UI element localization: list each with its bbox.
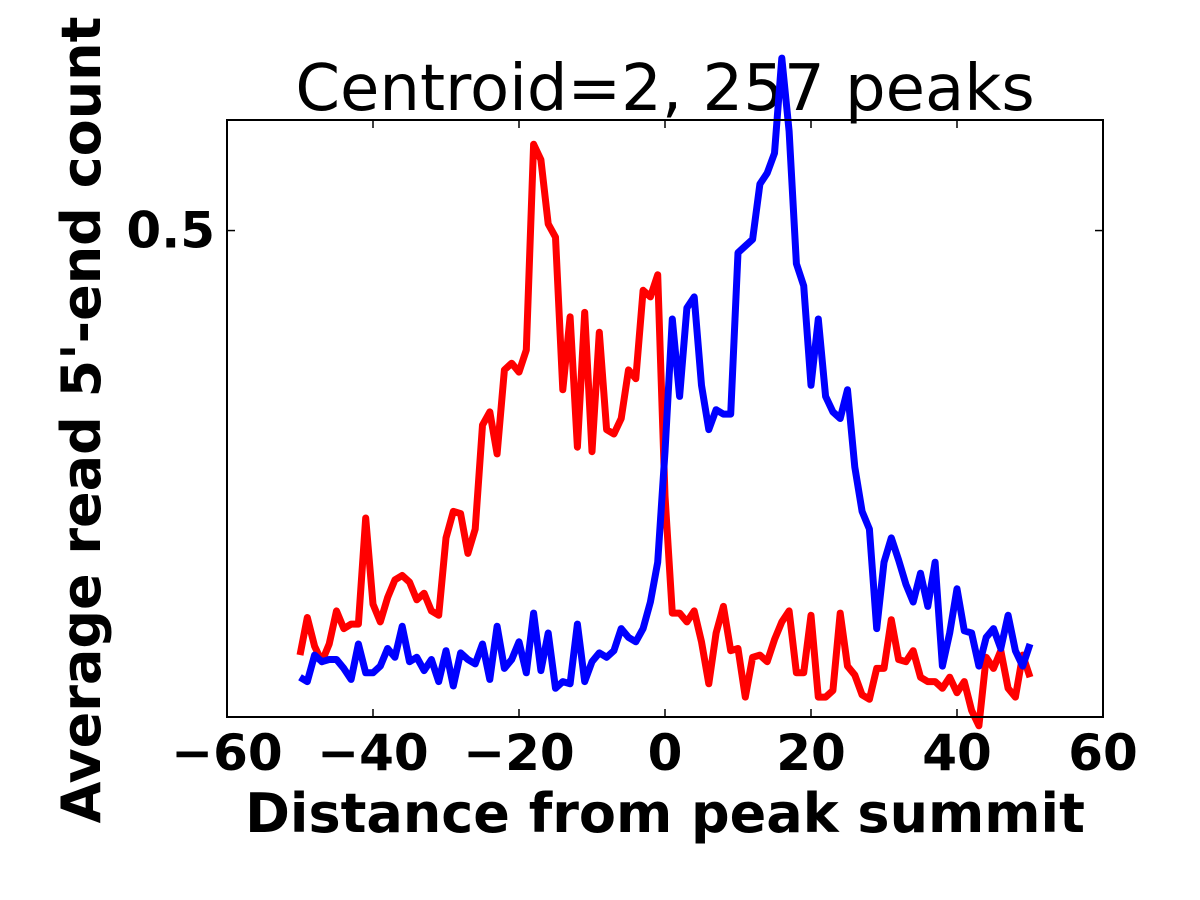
series-layer bbox=[296, 54, 1034, 730]
chart-title: Centroid=2, 257 peaks bbox=[295, 52, 1034, 126]
x-tick-label: −60 bbox=[171, 724, 282, 782]
x-tick-label: −40 bbox=[317, 724, 428, 782]
x-tick-label: −20 bbox=[463, 724, 574, 782]
x-axis-label: Distance from peak summit bbox=[245, 782, 1085, 845]
tick-layer: −60 −40 −20 0 20 40 60 0.5 bbox=[126, 120, 1138, 782]
y-axis-label: Average read 5'-end count bbox=[50, 17, 113, 824]
y-tick-label: 0.5 bbox=[126, 202, 215, 260]
x-tick-label: 40 bbox=[922, 724, 992, 782]
x-tick-label: 60 bbox=[1068, 724, 1138, 782]
x-tick-label: 0 bbox=[648, 724, 683, 782]
x-tick-label: 20 bbox=[776, 724, 846, 782]
series-line-2 bbox=[298, 54, 1034, 692]
